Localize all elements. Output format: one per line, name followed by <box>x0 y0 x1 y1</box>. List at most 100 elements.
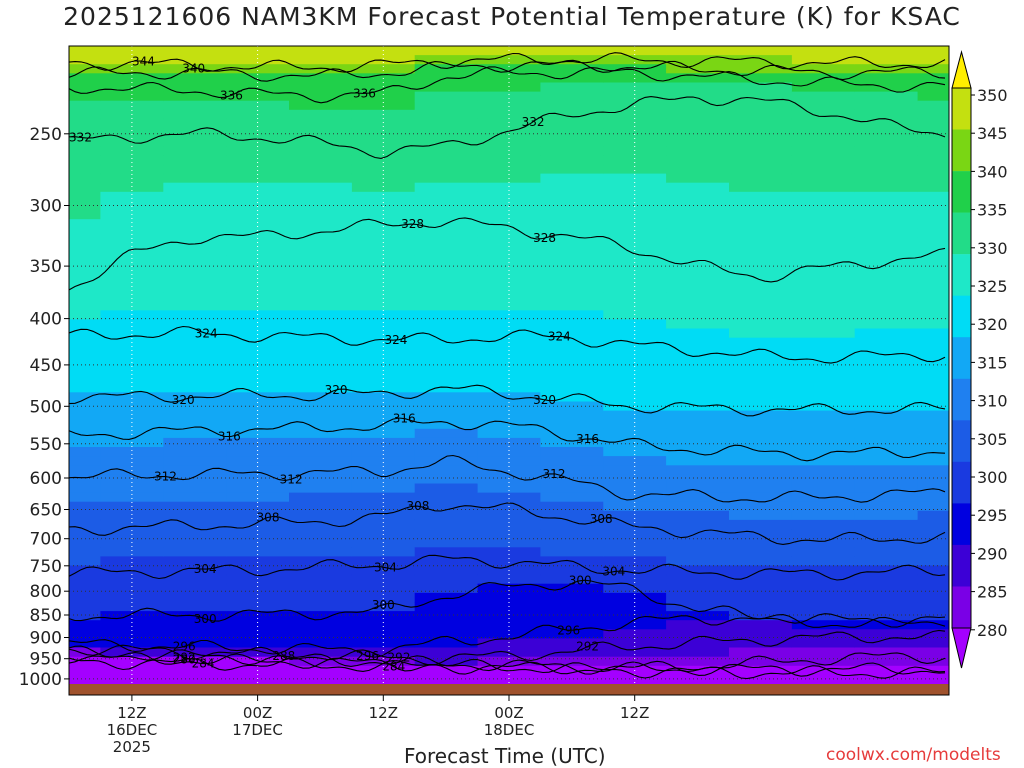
fill-cell <box>289 592 353 603</box>
colorbar-max-arrow <box>951 50 972 89</box>
fill-cell <box>414 556 479 567</box>
fill-cell <box>100 128 165 138</box>
fill-cell <box>603 647 668 658</box>
fill-cell <box>666 191 730 202</box>
fill-cell <box>854 529 919 539</box>
fill-cell <box>226 310 290 320</box>
fill-cell <box>917 255 949 266</box>
credit-link[interactable]: coolwx.com/modelts <box>826 745 1001 765</box>
fill-cell <box>226 556 290 567</box>
fill-cell <box>791 592 856 603</box>
fill-cell <box>729 638 793 649</box>
fill-cell <box>414 674 479 684</box>
fill-cell <box>791 64 856 74</box>
fill-cell <box>540 191 605 202</box>
fill-cell <box>729 656 793 667</box>
fill-cell <box>540 173 605 184</box>
fill-cell <box>854 46 919 56</box>
fill-cell <box>226 91 290 102</box>
colorbar-label: 280 <box>977 621 1008 640</box>
fill-cell <box>917 492 949 503</box>
fill-cell <box>603 191 668 202</box>
colorbar-frame <box>951 87 972 629</box>
fill-cell <box>289 529 353 539</box>
fill-cell <box>666 292 730 302</box>
fill-cell <box>729 392 793 402</box>
fill-cell <box>540 437 605 448</box>
fill-cell <box>100 611 165 621</box>
fill-cell <box>791 620 856 630</box>
fill-cell <box>540 237 605 248</box>
fill-cell <box>163 346 228 357</box>
fill-cell <box>917 64 949 74</box>
fill-cell <box>791 428 856 439</box>
fill-cell <box>791 583 856 594</box>
fill-cell <box>163 374 228 384</box>
ground-band <box>69 684 949 695</box>
fill-cell <box>69 374 102 384</box>
fill-cell <box>289 656 353 667</box>
contour-line-332 <box>69 96 946 159</box>
fill-cell <box>791 501 856 512</box>
contour-line-340 <box>69 59 946 82</box>
contour-label-288: 288 <box>272 649 295 663</box>
fill-cell <box>917 656 949 667</box>
fill-cell <box>477 465 542 475</box>
fill-cell <box>414 602 479 612</box>
fill-cell <box>603 73 668 83</box>
fill-cell <box>854 137 919 147</box>
fill-cell <box>540 319 605 330</box>
fill-cell <box>540 428 605 439</box>
fill-cell <box>226 392 290 402</box>
fill-cell <box>666 574 730 585</box>
fill-cell <box>854 565 919 576</box>
fill-cell <box>917 73 949 83</box>
fill-cell <box>791 611 856 621</box>
fill-cell <box>854 547 919 557</box>
fill-cell <box>729 118 793 129</box>
colorbar-label: 350 <box>977 86 1008 105</box>
fill-cell <box>666 46 730 56</box>
fill-cell <box>854 656 919 667</box>
fill-cell <box>917 365 949 375</box>
fill-cell <box>69 492 102 503</box>
fill-cell <box>163 109 228 120</box>
fill-cell <box>917 465 949 475</box>
fill-cell <box>854 118 919 129</box>
fill-cell <box>351 237 416 248</box>
fill-cell <box>666 428 730 439</box>
contour-line-324 <box>69 325 946 364</box>
fill-cell <box>791 565 856 576</box>
fill-cell <box>791 556 856 567</box>
fill-cell <box>729 447 793 457</box>
fill-cell <box>163 337 228 348</box>
y-tick-label: 250 <box>30 125 62 145</box>
fill-cell <box>540 674 605 684</box>
y-tick-label: 900 <box>30 629 62 649</box>
colorbar-label: 295 <box>977 506 1008 525</box>
fill-cell <box>351 428 416 439</box>
fill-cell <box>854 574 919 585</box>
fill-cell <box>100 638 165 649</box>
fill-cell <box>729 319 793 330</box>
contour-label-320: 320 <box>533 393 556 407</box>
fill-cell <box>791 602 856 612</box>
fill-cell <box>540 447 605 457</box>
fill-cell <box>917 155 949 166</box>
fill-cell <box>289 219 353 229</box>
fill-cell <box>603 638 668 649</box>
fill-cell <box>603 374 668 384</box>
fill-cell <box>477 365 542 375</box>
fill-cell <box>729 219 793 229</box>
contour-label-308: 308 <box>406 499 429 513</box>
contour-label-300: 300 <box>194 612 217 626</box>
fill-cell <box>666 273 730 284</box>
fill-cell <box>791 82 856 93</box>
fill-cell <box>603 246 668 257</box>
fill-cell <box>351 629 416 639</box>
fill-cell <box>540 337 605 348</box>
contour-label-312: 312 <box>280 472 303 486</box>
fill-cell <box>854 82 919 93</box>
colorbar-min-arrow <box>951 627 972 669</box>
fill-cell <box>666 200 730 211</box>
